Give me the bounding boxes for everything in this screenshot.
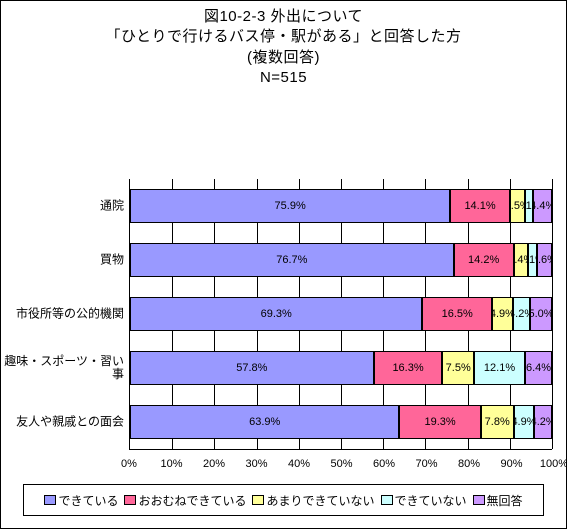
legend-label: できていない bbox=[395, 492, 467, 509]
x-tick-label: 20% bbox=[203, 458, 225, 470]
bar-row: 75.9% 14.1% 3.5%2.1%4.4% bbox=[130, 189, 552, 223]
y-category-label: 通院 bbox=[4, 199, 124, 212]
legend-item: 無回答 bbox=[473, 492, 523, 509]
bar-value-label: 7.5% bbox=[446, 362, 471, 374]
bar-segment: 75.9% bbox=[130, 189, 450, 223]
bar-segment: 3.4% bbox=[514, 243, 528, 277]
legend-swatch bbox=[252, 495, 264, 505]
bar-value-label: 6.4% bbox=[526, 362, 551, 374]
x-tick-label: 10% bbox=[160, 458, 182, 470]
x-tick-label: 80% bbox=[458, 458, 480, 470]
bar-segment: 3.5% bbox=[510, 189, 525, 223]
bar-segment: 16.5% bbox=[422, 297, 492, 331]
bar-segment: 2.1% bbox=[525, 189, 534, 223]
bar-segment: 16.3% bbox=[374, 351, 443, 385]
bar-value-label: 75.9% bbox=[275, 200, 306, 212]
x-tick-label: 0% bbox=[121, 458, 137, 470]
bar-value-label: 57.8% bbox=[236, 362, 267, 374]
legend-swatch bbox=[44, 495, 56, 505]
plot-area: 75.9%14.1%3.5%2.1%4.4%76.7%14.2%3.4%2.1%… bbox=[129, 179, 552, 450]
bar-value-label: 3.4% bbox=[514, 254, 528, 266]
legend-label: おおむねできている bbox=[138, 492, 246, 509]
x-tick-label: 90% bbox=[500, 458, 522, 470]
bar-value-label: 16.3% bbox=[392, 362, 423, 374]
x-tick-label: 70% bbox=[415, 458, 437, 470]
legend-item: できている bbox=[44, 492, 118, 509]
x-tick-label: 30% bbox=[245, 458, 267, 470]
title-line-1: 図10-2-3 外出について bbox=[1, 7, 566, 27]
bar-value-label: 63.9% bbox=[249, 416, 280, 428]
title-line-2: 「ひとりで行けるバス停・駅がある」と回答した方 bbox=[1, 27, 566, 47]
bar-row: 57.8% 16.3% 7.5% 12.1% 6.4% bbox=[130, 351, 552, 385]
legend-swatch bbox=[473, 495, 485, 505]
bar-value-label: 14.2% bbox=[468, 254, 499, 266]
bar-row: 76.7% 14.2% 3.4%2.1%3.6% bbox=[130, 243, 552, 277]
x-tick-label: 40% bbox=[288, 458, 310, 470]
bar-segment: 4.2% bbox=[534, 405, 552, 439]
bar-value-label: 16.5% bbox=[442, 308, 473, 320]
bar-value-label: 14.1% bbox=[464, 200, 495, 212]
legend-item: できていない bbox=[381, 492, 467, 509]
bar-value-label: 4.2% bbox=[513, 308, 531, 320]
bar-segment: 5.0% bbox=[530, 297, 551, 331]
bar-segment: 4.4% bbox=[533, 189, 552, 223]
legend-label: 無回答 bbox=[487, 492, 523, 509]
x-tick-label: 100% bbox=[540, 458, 567, 470]
legend-label: できている bbox=[58, 492, 118, 509]
bar-segment: 7.8% bbox=[481, 405, 514, 439]
legend-item: おおむねできている bbox=[124, 492, 246, 509]
bar-segment: 14.2% bbox=[454, 243, 514, 277]
bar-segment: 57.8% bbox=[130, 351, 374, 385]
bar-value-label: 19.3% bbox=[424, 416, 455, 428]
legend-label: あまりできていない bbox=[266, 492, 374, 509]
bar-segment: 7.5% bbox=[442, 351, 474, 385]
bar-segment: 4.9% bbox=[492, 297, 513, 331]
bar-value-label: 3.6% bbox=[537, 254, 552, 266]
title-block: 図10-2-3 外出について 「ひとりで行けるバス停・駅がある」と回答した方 (… bbox=[1, 7, 566, 88]
bar-value-label: 4.9% bbox=[514, 416, 535, 428]
bar-segment: 4.9% bbox=[514, 405, 535, 439]
bar-segment: 6.4% bbox=[525, 351, 552, 385]
bar-segment: 14.1% bbox=[450, 189, 510, 223]
y-category-label: 友人や親戚との面会 bbox=[4, 415, 124, 428]
chart-area: 75.9%14.1%3.5%2.1%4.4%76.7%14.2%3.4%2.1%… bbox=[9, 179, 558, 472]
bar-value-label: 4.2% bbox=[534, 416, 552, 428]
gridline bbox=[552, 179, 553, 449]
y-category-label: 趣味・スポーツ・習い事 bbox=[4, 355, 124, 381]
y-category-label: 買物 bbox=[4, 253, 124, 266]
x-tick-label: 50% bbox=[330, 458, 352, 470]
legend: できている おおむねできている あまりできていない できていない 無回答 bbox=[23, 484, 544, 516]
bar-segment: 3.6% bbox=[537, 243, 552, 277]
bar-value-label: 69.3% bbox=[261, 308, 292, 320]
bar-value-label: 2.1% bbox=[528, 254, 537, 266]
legend-item: あまりできていない bbox=[252, 492, 374, 509]
bar-value-label: 4.9% bbox=[492, 308, 513, 320]
bar-segment: 63.9% bbox=[130, 405, 399, 439]
bar-segment: 19.3% bbox=[399, 405, 480, 439]
bar-row: 69.3% 16.5% 4.9%4.2%5.0% bbox=[130, 297, 552, 331]
x-tick-label: 60% bbox=[373, 458, 395, 470]
bar-value-label: 7.8% bbox=[485, 416, 510, 428]
y-category-label: 市役所等の公的機関 bbox=[4, 307, 124, 320]
title-line-4: N=515 bbox=[1, 68, 566, 88]
legend-swatch bbox=[381, 495, 393, 505]
bar-value-label: 5.0% bbox=[530, 308, 551, 320]
bar-value-label: 76.7% bbox=[276, 254, 307, 266]
bar-row: 63.9% 19.3% 7.8% 4.9%4.2% bbox=[130, 405, 552, 439]
bar-value-label: 3.5% bbox=[510, 200, 525, 212]
bar-segment: 2.1% bbox=[528, 243, 537, 277]
chart-frame: 図10-2-3 外出について 「ひとりで行けるバス停・駅がある」と回答した方 (… bbox=[0, 0, 567, 529]
title-line-3: (複数回答) bbox=[1, 48, 566, 68]
legend-swatch bbox=[124, 495, 136, 505]
bar-value-label: 4.4% bbox=[533, 200, 552, 212]
bar-segment: 12.1% bbox=[474, 351, 525, 385]
bar-segment: 4.2% bbox=[513, 297, 531, 331]
bar-value-label: 12.1% bbox=[484, 362, 515, 374]
bar-segment: 76.7% bbox=[130, 243, 454, 277]
bar-value-label: 2.1% bbox=[525, 200, 534, 212]
bar-segment: 69.3% bbox=[130, 297, 422, 331]
